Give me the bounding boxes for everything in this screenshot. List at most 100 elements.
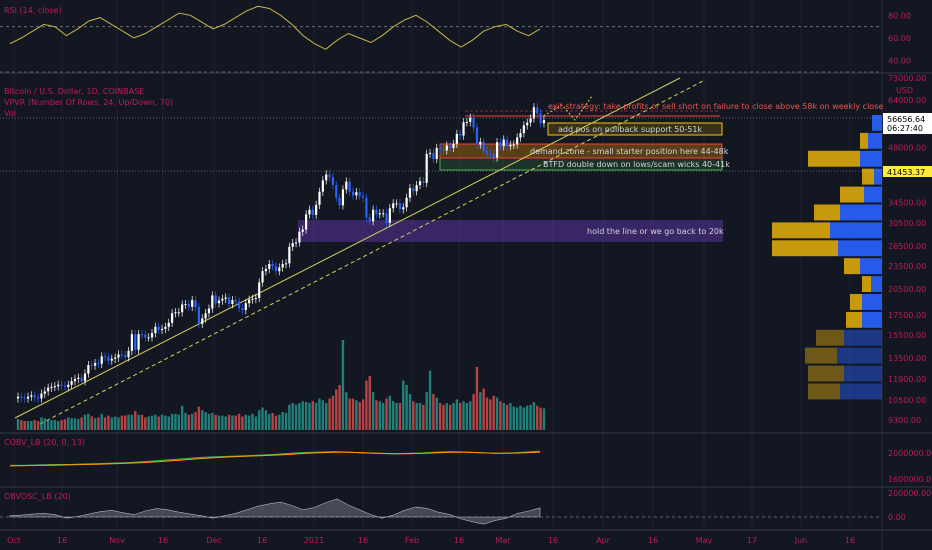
candle-body xyxy=(184,304,187,306)
volume-bar xyxy=(355,400,358,430)
volume-bar xyxy=(50,420,53,430)
candle-body xyxy=(140,334,144,336)
volume-bar xyxy=(499,401,502,430)
obvosc-pane[interactable]: 200000.00 0.00 xyxy=(0,489,931,525)
candle-body xyxy=(418,181,422,186)
rsi-pane[interactable]: 80.00 60.00 40.00 xyxy=(0,5,911,73)
vol-title: Vol xyxy=(4,109,16,118)
candle-body xyxy=(325,174,328,181)
volume-bar xyxy=(459,403,462,430)
candle-body xyxy=(388,208,391,223)
candle-body xyxy=(160,328,164,330)
candle-body xyxy=(87,365,90,374)
time-tick-label: 16 xyxy=(454,536,464,545)
candle-body xyxy=(338,197,341,206)
candle-body xyxy=(318,191,321,205)
candle-body xyxy=(114,357,117,359)
candle-body xyxy=(117,354,120,358)
candle-body xyxy=(204,313,207,319)
volume-bar xyxy=(381,403,385,430)
time-tick-label: 16 xyxy=(158,536,168,545)
volume-bar xyxy=(415,403,418,430)
volume-bar xyxy=(268,413,271,430)
volume-bar xyxy=(405,385,408,430)
candle-body xyxy=(107,356,110,361)
candle-body xyxy=(455,133,458,144)
volume-bar xyxy=(274,415,278,430)
vpvr-row-up xyxy=(772,240,838,257)
candle-body xyxy=(191,300,194,307)
candle-body xyxy=(211,295,214,309)
candle-body xyxy=(90,365,93,367)
candle-body xyxy=(445,145,448,151)
volume-bar xyxy=(120,415,124,430)
volume-bar xyxy=(345,392,348,430)
hold-line-zone[interactable] xyxy=(298,220,723,242)
vpvr-row-up xyxy=(860,132,868,149)
candle-body xyxy=(331,177,334,186)
volume-bar xyxy=(298,403,301,430)
time-tick-label: Oct xyxy=(7,536,21,545)
volume-bars[interactable] xyxy=(16,340,546,430)
candle-body xyxy=(127,350,130,358)
candle-body xyxy=(365,197,368,218)
cobv-tick-label: 2000000.00 xyxy=(888,449,932,458)
candle-body xyxy=(405,197,408,208)
candle-body xyxy=(392,203,395,209)
candle-body xyxy=(482,141,485,152)
candle-body xyxy=(221,298,224,301)
volume-bar xyxy=(328,398,331,430)
candle-body xyxy=(506,139,509,147)
candle-body xyxy=(124,355,127,358)
candle-body xyxy=(311,209,314,215)
candle-body xyxy=(542,120,546,124)
volume-bar xyxy=(204,412,207,430)
add-pos-zone[interactable] xyxy=(547,122,723,136)
candle-body xyxy=(147,337,150,339)
candle-body xyxy=(187,304,190,307)
candle-body xyxy=(181,304,184,313)
candle-body xyxy=(194,300,197,308)
volume-bar xyxy=(221,415,224,430)
volume-bar xyxy=(526,405,529,430)
volume-bar xyxy=(251,413,254,430)
hold-line-note: hold the line or we go back to 20k xyxy=(587,227,724,236)
cobv-pane[interactable]: 2000000.00 1600000.00 xyxy=(9,449,932,484)
price-tick-label: 48000.00 xyxy=(888,144,926,153)
candle-body xyxy=(238,301,241,309)
last-price-badge xyxy=(883,113,932,134)
vpvr-row-down xyxy=(862,294,882,310)
candle-body xyxy=(171,313,174,323)
volume-bar xyxy=(244,414,247,430)
volume-bar xyxy=(325,403,328,430)
volume-bar xyxy=(485,397,489,430)
candle-body xyxy=(50,386,53,388)
candle-body xyxy=(264,268,267,272)
vpvr-row-up xyxy=(805,347,837,364)
volume-bar xyxy=(358,402,361,430)
volume-bar xyxy=(247,415,251,430)
volume-bar xyxy=(187,414,191,430)
price-tick-label: 13500.00 xyxy=(888,354,926,363)
vpvr-row-up xyxy=(846,311,862,328)
volume-bar xyxy=(23,421,26,430)
volume-bar xyxy=(231,415,234,430)
time-axis[interactable]: Oct 16 Nov 16 Dec 16 2021 16 Feb 16 Mar 16 Apr 16 May 1… xyxy=(7,536,855,545)
volume-bar xyxy=(87,413,90,430)
vpvr-row-down xyxy=(862,311,882,328)
candle-body xyxy=(37,397,40,399)
volume-bar xyxy=(522,407,526,430)
candle-body xyxy=(241,308,244,310)
volume-bar xyxy=(60,420,63,430)
candle-body xyxy=(83,373,87,382)
candle-body xyxy=(519,133,522,138)
candle-body xyxy=(294,242,298,244)
candle-body xyxy=(351,191,355,196)
volume-bar xyxy=(341,340,345,430)
candle-body xyxy=(33,395,36,398)
volume-profile[interactable] xyxy=(772,115,882,400)
candle-body xyxy=(20,396,23,398)
volume-bar xyxy=(46,419,50,430)
candle-body xyxy=(26,396,30,399)
